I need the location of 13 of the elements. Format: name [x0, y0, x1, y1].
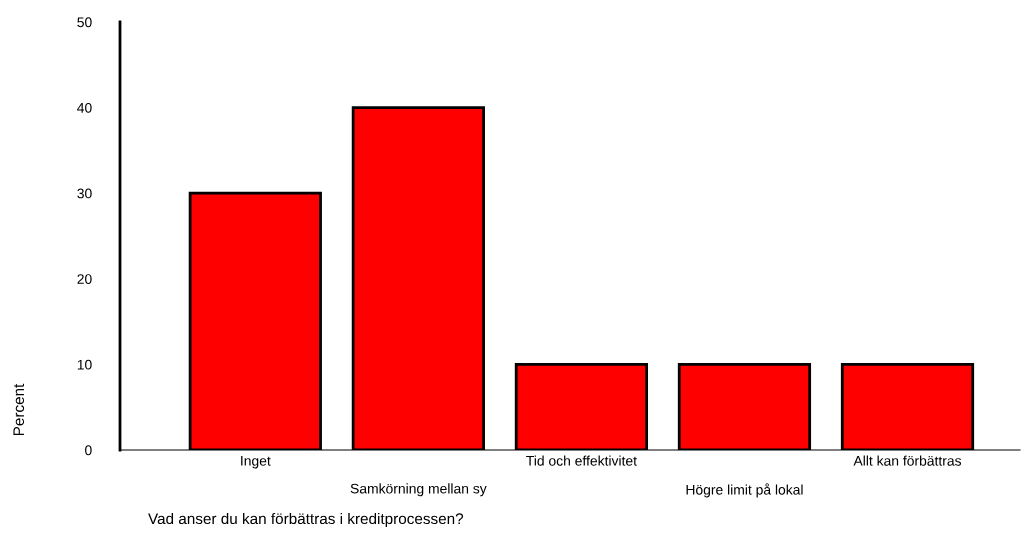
- y-axis-title: Percent: [13, 383, 25, 436]
- y-tick-label: 50: [77, 17, 92, 28]
- y-tick-label: 0: [85, 445, 92, 456]
- x-tick-label: Allt kan förbättras: [853, 455, 962, 466]
- x-tick-label: Tid och effektivitet: [526, 455, 637, 466]
- y-tick-label: 10: [77, 359, 92, 370]
- x-tick-label: Inget: [241, 456, 271, 469]
- x-tick-label: Högre limit på lokal: [686, 483, 803, 498]
- y-tick-label: 20: [77, 274, 92, 284]
- y-tick-label: 40: [77, 102, 92, 113]
- x-tick-label: Samkörning mellan sy: [350, 483, 487, 497]
- x-axis-title: Vad anser du kan förbättras i kreditprocessen?: [148, 512, 464, 528]
- y-tick-label: 30: [77, 188, 92, 199]
